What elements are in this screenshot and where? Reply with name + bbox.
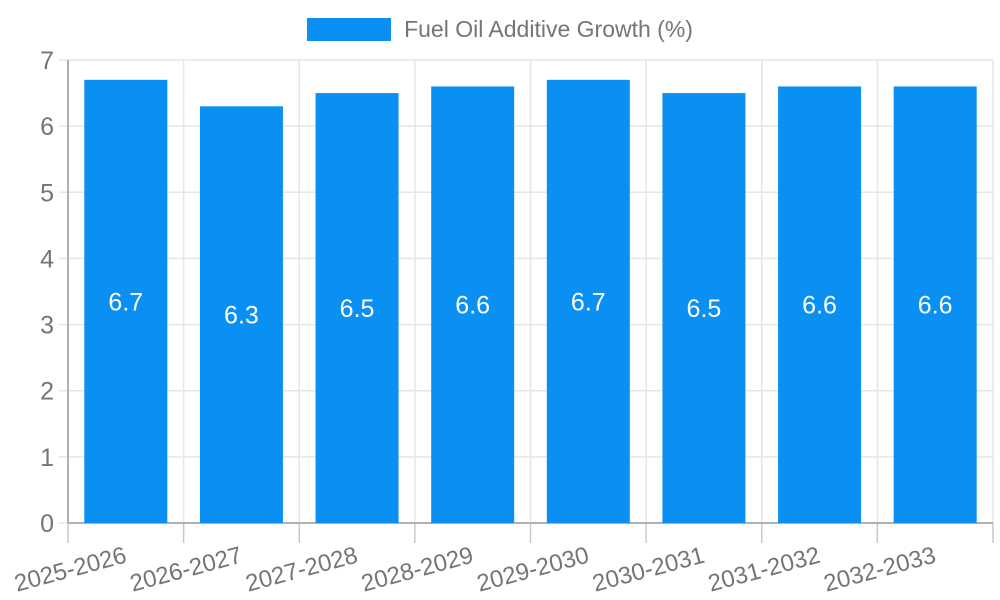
x-axis-category-label: 2031-2032 (705, 542, 823, 598)
bar-value-label: 6.5 (687, 295, 722, 323)
x-axis-category-label: 2032-2033 (821, 542, 939, 598)
bar-value-label: 6.6 (455, 292, 490, 320)
x-axis-category-label: 2027-2028 (243, 542, 361, 598)
bar-value-label: 6.6 (802, 292, 837, 320)
legend-label: Fuel Oil Additive Growth (%) (404, 16, 693, 42)
x-axis-category-label: 2030-2031 (590, 542, 708, 598)
x-axis-category-label: 2025-2026 (12, 542, 130, 598)
y-axis-tick-label: 4 (40, 245, 54, 273)
bar-2025-2026[interactable] (84, 79, 168, 523)
y-axis-tick-label: 3 (40, 312, 54, 340)
y-axis-tick-label: 5 (40, 179, 54, 207)
y-axis-tick-label: 7 (40, 47, 54, 75)
bar-2030-2031[interactable] (662, 93, 746, 524)
x-axis-category-label: 2026-2027 (127, 542, 245, 598)
bar-value-label: 6.3 (224, 302, 259, 330)
bar-2026-2027[interactable] (199, 106, 283, 524)
legend[interactable]: Fuel Oil Additive Growth (%) (0, 18, 1000, 41)
y-axis-tick-label: 1 (40, 444, 54, 472)
bar-2028-2029[interactable] (431, 86, 515, 523)
bar-value-label: 6.7 (108, 288, 143, 316)
x-axis-category-label: 2029-2030 (474, 542, 592, 598)
y-axis-tick-label: 6 (40, 113, 54, 141)
bar-2032-2033[interactable] (893, 86, 977, 523)
x-axis-category-label: 2028-2029 (358, 542, 476, 598)
bar-2031-2032[interactable] (778, 86, 862, 523)
bar-2027-2028[interactable] (315, 93, 399, 524)
legend-swatch (307, 18, 392, 41)
bar-value-label: 6.6 (918, 292, 953, 320)
bar-2029-2030[interactable] (546, 79, 630, 523)
y-axis-tick-label: 0 (40, 510, 54, 538)
y-axis-tick-label: 2 (40, 378, 54, 406)
bar-value-label: 6.7 (571, 288, 606, 316)
bar-value-label: 6.5 (340, 295, 375, 323)
